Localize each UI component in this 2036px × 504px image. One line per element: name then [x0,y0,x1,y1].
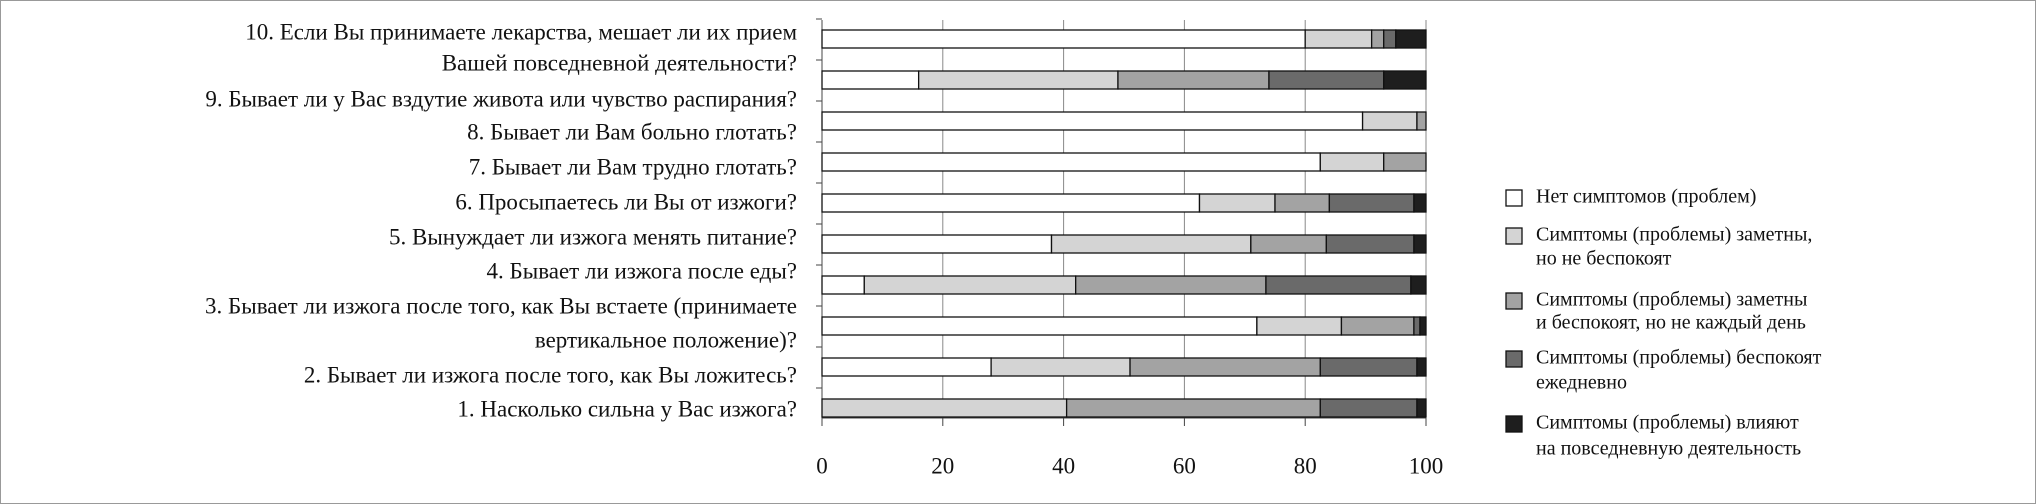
bar-segment [863,275,1077,295]
bar-segment [1065,398,1321,418]
bar-segment [1410,275,1427,295]
category-label: 5. Вынуждает ли изжога менять питание? [389,224,797,249]
category-label: 2. Бывает ли изжога после того, как Вы л… [304,362,797,387]
category-label: 1. Насколько сильна у Вас изжога? [457,396,797,421]
category-label: 10. Если Вы принимаете лекарства, мешает… [245,19,797,44]
bar-segment [1413,234,1427,254]
bar-segment [917,70,1119,90]
legend-swatch [1505,189,1523,207]
x-tick-label: 100 [1409,453,1444,478]
bar-segment [1340,316,1415,336]
bar-segment [1117,70,1270,90]
bar-segment [1250,234,1327,254]
bar-segment [821,193,1201,213]
bar-segment [821,111,1364,131]
bar-segment [1274,193,1331,213]
bar-segment [1413,316,1421,336]
bar-segment [1395,29,1427,49]
legend-label: Симптомы (проблемы) беспокоят [1536,347,1822,369]
x-tick-label: 40 [1052,453,1075,478]
legend-label: Нет симптомов (проблем) [1536,186,1756,208]
legend-swatch [1505,350,1523,368]
bar-segment [1319,152,1385,172]
legend-swatch [1505,292,1523,310]
bar-segment [990,357,1131,377]
category-label: 3. Бывает ли изжога после того, как Вы в… [205,293,797,318]
bar-segment [1361,111,1418,131]
bar-segment [1370,29,1385,49]
legend-swatch [1505,227,1523,245]
bar-segment [1383,152,1427,172]
bar-segment [1198,193,1276,213]
bar-segment [821,152,1321,172]
legend-label: на повседневную деятельность [1536,438,1801,460]
bar-segment [1265,275,1412,295]
bar-segment [1383,29,1397,49]
category-label: 6. Просыпаетесь ли Вы от изжоги? [455,189,797,214]
category-label: 8. Бывает ли Вам больно глотать? [467,119,797,144]
bar-segment [1256,316,1343,336]
bar-segment [1129,357,1321,377]
bar-segment [1328,193,1415,213]
bar-segment [1075,275,1267,295]
bar-segment [821,398,1068,418]
bar-segment [821,234,1053,254]
category-label: 7. Бывает ли Вам трудно глотать? [469,154,797,179]
bar-segment [1319,398,1418,418]
bar-segment [821,70,920,90]
category-label: 4. Бывает ли изжога после еды? [487,258,797,283]
bar-segment [821,275,865,295]
bar-segment [1050,234,1252,254]
bar-segment [1419,316,1427,336]
legend-label: но не беспокоят [1536,248,1672,270]
bar-segment [1413,193,1427,213]
category-label: вертикальное положение)? [535,327,797,352]
bar-segment [821,29,1306,49]
bar-segment [1416,357,1427,377]
legend-label: Симптомы (проблемы) заметны [1536,289,1807,311]
category-label: 9. Бывает ли у Вас вздутие живота или чу… [205,86,797,111]
bar-segment [1319,357,1418,377]
legend-label: Симптомы (проблемы) влияют [1536,412,1799,434]
bar-segment [1416,111,1427,131]
x-tick-label: 20 [931,453,954,478]
bar-segment [821,316,1258,336]
bar-segment [1416,398,1427,418]
bar-segment [1325,234,1415,254]
x-tick-label: 60 [1173,453,1196,478]
x-tick-label: 80 [1294,453,1317,478]
bar-segment [1268,70,1385,90]
legend-label: и беспокоят, но не каждый день [1536,312,1806,334]
legend-label: Симптомы (проблемы) заметны, [1536,224,1812,246]
x-tick-label: 0 [816,453,828,478]
legend-label: ежедневно [1536,372,1627,394]
legend-swatch [1505,415,1523,433]
bar-segment [1304,29,1373,49]
bar-segment [1383,70,1427,90]
bar-segment [821,357,992,377]
category-label: Вашей повседневной деятельности? [442,50,797,75]
